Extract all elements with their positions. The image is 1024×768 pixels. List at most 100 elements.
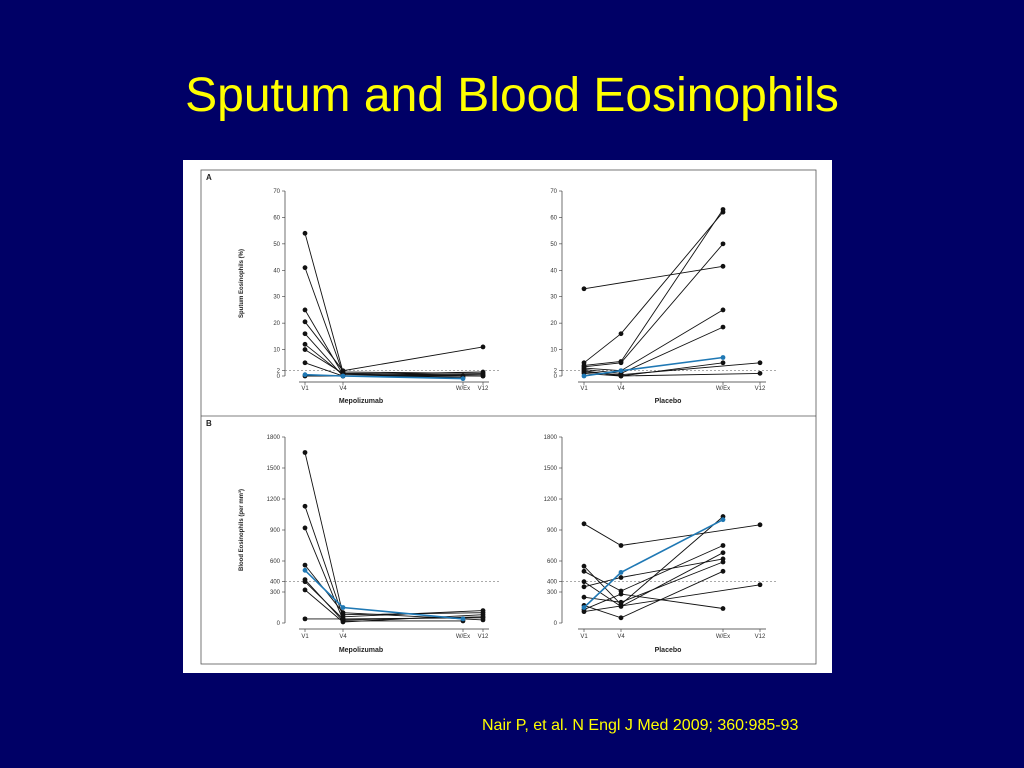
y-tick-label: 400 bbox=[547, 580, 558, 586]
citation: Nair P, et al. N Engl J Med 2009; 360:98… bbox=[482, 717, 799, 734]
data-point bbox=[480, 612, 486, 618]
data-point bbox=[302, 579, 308, 585]
data-point bbox=[720, 550, 726, 556]
x-tick-label: V12 bbox=[478, 386, 489, 392]
data-point bbox=[480, 369, 486, 375]
x-tick-label: V12 bbox=[755, 386, 766, 392]
y-tick-label: 900 bbox=[547, 528, 558, 534]
data-point bbox=[302, 616, 308, 622]
y-tick-label: 1200 bbox=[267, 497, 281, 503]
y-tick-label: 30 bbox=[273, 295, 280, 301]
data-point bbox=[302, 567, 308, 573]
data-point bbox=[480, 373, 486, 379]
data-point bbox=[618, 373, 624, 379]
data-point bbox=[581, 609, 587, 615]
y-tick-label: 20 bbox=[550, 321, 557, 327]
data-point bbox=[720, 606, 726, 611]
data-point bbox=[480, 608, 486, 613]
data-point bbox=[757, 522, 763, 528]
y-tick-label: 1800 bbox=[544, 435, 558, 441]
x-tick-label: V1 bbox=[580, 634, 588, 640]
data-point bbox=[581, 563, 587, 569]
y-tick-label: 50 bbox=[550, 242, 557, 248]
data-point bbox=[581, 594, 587, 600]
y-tick-label: 70 bbox=[550, 189, 557, 195]
y-tick-label: 0 bbox=[554, 621, 558, 627]
data-point bbox=[581, 584, 587, 590]
plot-0: 02 10 20 30 40 50 60 70 V1 V4 W/Ex V12 Mepolizumab Sp… bbox=[239, 189, 501, 405]
y-tick-label: 10 bbox=[273, 348, 280, 354]
data-point bbox=[618, 604, 624, 609]
data-point bbox=[340, 610, 346, 616]
data-point bbox=[581, 373, 587, 379]
data-point bbox=[302, 331, 308, 337]
x-tick-label: V1 bbox=[301, 386, 309, 392]
data-point bbox=[618, 599, 624, 605]
plot-1: 02 10 20 30 40 50 60 70 V1 V4 W/Ex V12 Placebo bbox=[550, 189, 778, 405]
data-point bbox=[757, 360, 763, 366]
data-point bbox=[720, 324, 726, 330]
data-point bbox=[757, 582, 763, 588]
data-point bbox=[460, 376, 466, 382]
x-tick-label: V12 bbox=[478, 634, 489, 640]
plot-2: 0 300 400 600 900 1200 1500 1800 V1 V4 W/Ex V12 Mepo… bbox=[238, 435, 501, 654]
data-point bbox=[581, 286, 587, 292]
series-line bbox=[583, 584, 761, 613]
y-tick-label: 300 bbox=[547, 590, 558, 596]
data-point bbox=[720, 559, 726, 565]
plot-3: 0 300 400 600 900 1200 1500 1800 V1 V4 W/Ex V12 Plac… bbox=[544, 435, 778, 654]
data-point bbox=[302, 372, 308, 378]
slide-title: Sputum and Blood Eosinophils bbox=[185, 69, 839, 122]
data-point bbox=[720, 263, 726, 269]
x-tick-label: V4 bbox=[339, 386, 347, 392]
y-axis-title: Blood Eosinophils (per mm³) bbox=[238, 489, 245, 571]
panel-letter-b: B bbox=[206, 419, 212, 428]
x-tick-label: V1 bbox=[301, 634, 309, 640]
x-tick-label: W/Ex bbox=[716, 634, 730, 640]
data-point bbox=[720, 543, 726, 548]
data-point bbox=[720, 568, 726, 574]
x-tick-label: V4 bbox=[617, 386, 625, 392]
group-label: Mepolizumab bbox=[339, 398, 383, 405]
y-axis-title: Sputum Eosinophils (%) bbox=[239, 249, 245, 318]
y-tick-label: 0 bbox=[277, 374, 281, 380]
y-tick-label: 40 bbox=[550, 268, 557, 274]
data-point bbox=[302, 450, 308, 455]
data-point bbox=[618, 575, 624, 580]
y-tick-label: 40 bbox=[273, 268, 280, 274]
y-tick-label: 70 bbox=[273, 189, 280, 195]
data-point bbox=[302, 347, 308, 352]
y-tick-label: 1800 bbox=[267, 435, 281, 441]
data-point bbox=[302, 360, 308, 366]
data-point bbox=[618, 331, 624, 337]
data-point bbox=[720, 307, 726, 313]
series-line bbox=[583, 265, 724, 290]
y-tick-label: 600 bbox=[547, 559, 558, 565]
data-point bbox=[302, 503, 308, 509]
y-tick-label: 0 bbox=[277, 621, 281, 627]
y-tick-label: 20 bbox=[273, 321, 280, 327]
data-point bbox=[340, 616, 346, 622]
data-point bbox=[302, 525, 308, 531]
data-point bbox=[618, 591, 624, 597]
data-point bbox=[302, 265, 308, 271]
y-tick-label: 10 bbox=[550, 348, 557, 354]
data-point bbox=[581, 521, 587, 527]
data-point bbox=[340, 605, 346, 610]
y-tick-label: 60 bbox=[550, 215, 557, 221]
figure-panel: A B 0 2 10 20 30 40 50 60 70 V1 V4 W/Ex V12 Mepolizum… bbox=[183, 160, 832, 673]
panel-letter-a: A bbox=[206, 173, 212, 182]
x-tick-label: W/Ex bbox=[456, 386, 470, 392]
y-tick-label: 900 bbox=[270, 528, 281, 534]
y-tick-label: 600 bbox=[270, 559, 281, 565]
data-point bbox=[302, 230, 308, 236]
y-tick-label: 1500 bbox=[267, 466, 281, 472]
data-point bbox=[618, 368, 624, 374]
y-tick-label: 30 bbox=[550, 295, 557, 301]
data-point bbox=[720, 207, 726, 212]
data-point bbox=[480, 344, 486, 350]
y-tick-label: 0 bbox=[554, 374, 558, 380]
x-tick-label: V12 bbox=[755, 634, 766, 640]
data-point bbox=[302, 587, 308, 593]
